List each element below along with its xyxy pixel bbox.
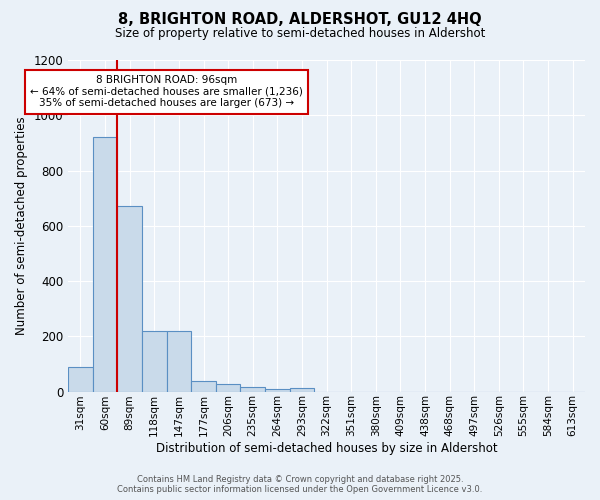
Bar xyxy=(118,206,142,392)
Bar xyxy=(216,384,241,392)
Bar xyxy=(290,388,314,392)
X-axis label: Distribution of semi-detached houses by size in Aldershot: Distribution of semi-detached houses by … xyxy=(156,442,497,455)
Bar xyxy=(191,381,216,392)
Bar xyxy=(241,388,265,392)
Bar xyxy=(167,331,191,392)
Bar xyxy=(68,367,93,392)
Text: 8 BRIGHTON ROAD: 96sqm
← 64% of semi-detached houses are smaller (1,236)
35% of : 8 BRIGHTON ROAD: 96sqm ← 64% of semi-det… xyxy=(30,75,303,108)
Y-axis label: Number of semi-detached properties: Number of semi-detached properties xyxy=(15,116,28,335)
Text: Contains HM Land Registry data © Crown copyright and database right 2025.
Contai: Contains HM Land Registry data © Crown c… xyxy=(118,474,482,494)
Text: 8, BRIGHTON ROAD, ALDERSHOT, GU12 4HQ: 8, BRIGHTON ROAD, ALDERSHOT, GU12 4HQ xyxy=(118,12,482,28)
Text: Size of property relative to semi-detached houses in Aldershot: Size of property relative to semi-detach… xyxy=(115,28,485,40)
Bar xyxy=(93,137,118,392)
Bar xyxy=(142,332,167,392)
Bar xyxy=(265,390,290,392)
